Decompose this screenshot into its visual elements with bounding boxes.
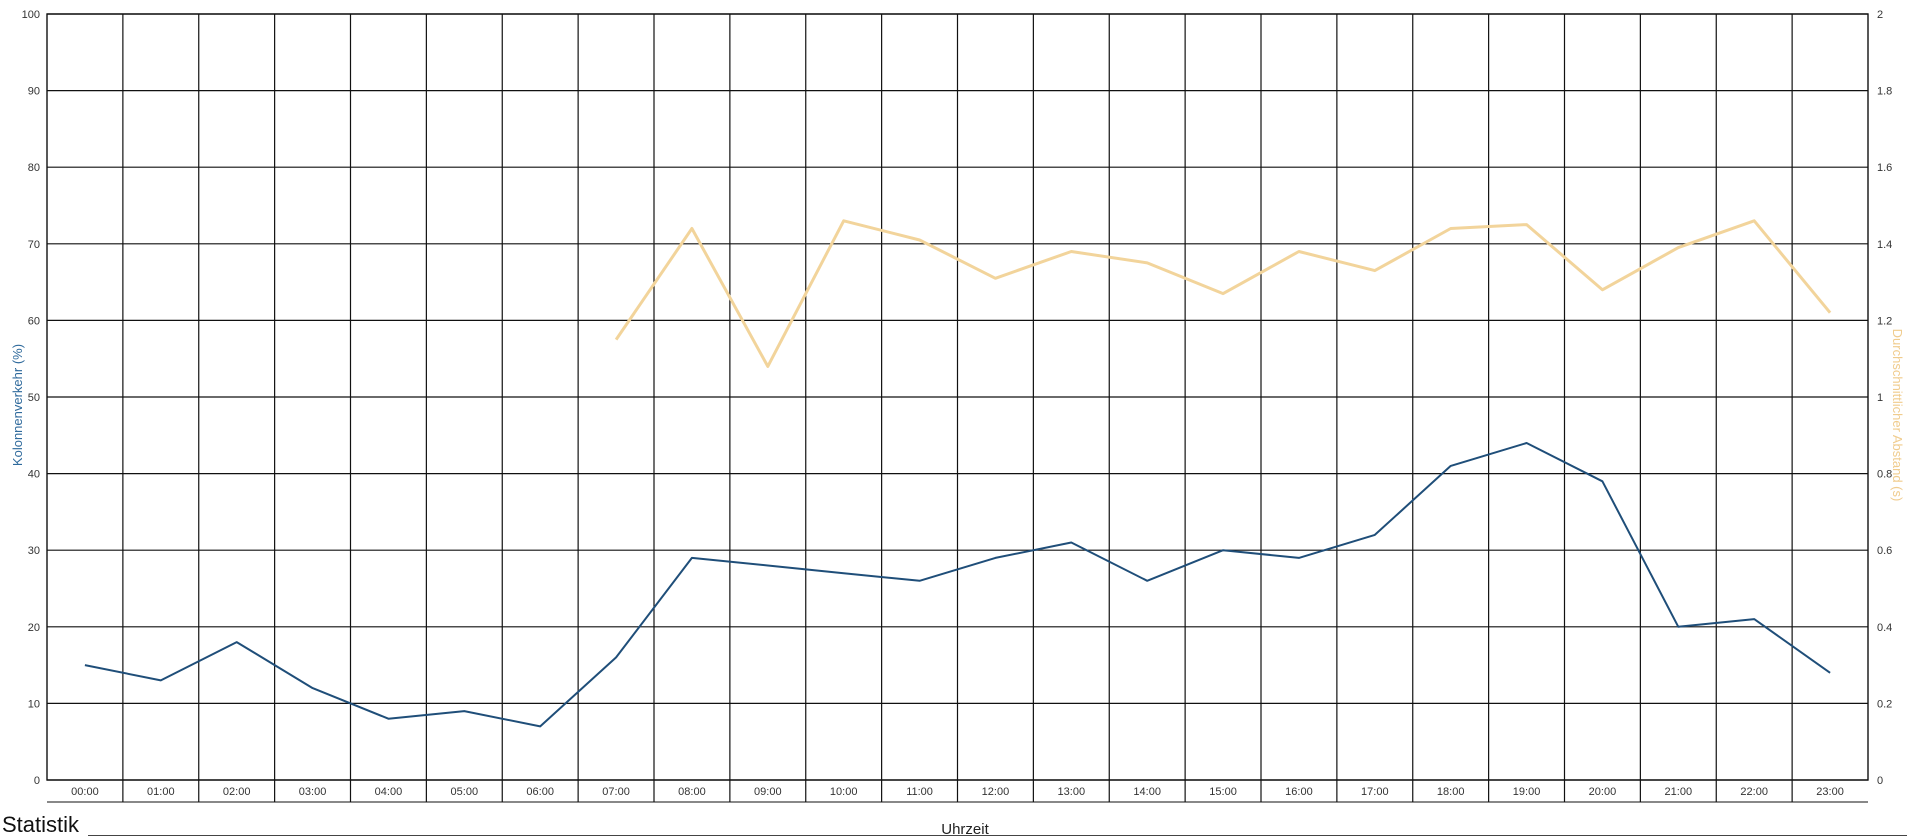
y2-axis-label: Durchschnittlicher Abstand (s) bbox=[1890, 329, 1905, 502]
x-tick-label: 19:00 bbox=[1513, 786, 1541, 798]
x-tick-label: 06:00 bbox=[526, 786, 554, 798]
y2-tick-label: 1.6 bbox=[1877, 162, 1892, 174]
x-tick-label: 21:00 bbox=[1665, 786, 1693, 798]
x-tick-label: 07:00 bbox=[602, 786, 630, 798]
y2-tick-label: 0.2 bbox=[1877, 698, 1892, 710]
x-tick-label: 16:00 bbox=[1285, 786, 1313, 798]
y2-tick-label: 1.4 bbox=[1877, 239, 1892, 251]
series-line-2 bbox=[614, 219, 1832, 368]
series-line-1 bbox=[84, 442, 1831, 728]
x-axis: 00:00 01:00 02:00 03:00 04:00 05:00 06:00 07:00… bbox=[71, 786, 1844, 798]
x-tick-label: 14:00 bbox=[1133, 786, 1161, 798]
x-tick-label: 05:00 bbox=[451, 786, 479, 798]
grid bbox=[46, 13, 1869, 803]
y-axis-left: 0 10 20 30 40 50 60 70 80 90 100 bbox=[22, 9, 40, 787]
y2-tick-label: 1.2 bbox=[1877, 315, 1892, 327]
y-tick-label: 10 bbox=[28, 698, 40, 710]
y-tick-label: 60 bbox=[28, 315, 40, 327]
x-tick-label: 23:00 bbox=[1816, 786, 1844, 798]
x-tick-label: 22:00 bbox=[1740, 786, 1768, 798]
x-tick-label: 12:00 bbox=[982, 786, 1010, 798]
y-tick-label: 100 bbox=[22, 9, 40, 21]
x-tick-label: 13:00 bbox=[1058, 786, 1086, 798]
y-tick-label: 70 bbox=[28, 239, 40, 251]
series-layer bbox=[84, 219, 1832, 728]
x-tick-label: 17:00 bbox=[1361, 786, 1389, 798]
y-axis-label: Kolonnenverkehr (%) bbox=[10, 344, 25, 466]
x-tick-label: 02:00 bbox=[223, 786, 251, 798]
y-tick-label: 30 bbox=[28, 545, 40, 557]
x-axis-label: Uhrzeit bbox=[941, 821, 989, 838]
x-tick-label: 18:00 bbox=[1437, 786, 1465, 798]
x-tick-label: 09:00 bbox=[754, 786, 782, 798]
y2-tick-label: 0.4 bbox=[1877, 622, 1892, 634]
y-tick-label: 50 bbox=[28, 392, 40, 404]
x-tick-label: 03:00 bbox=[299, 786, 327, 798]
x-tick-label: 00:00 bbox=[71, 786, 99, 798]
y2-tick-label: 2 bbox=[1877, 9, 1883, 21]
y-axis-right: 0 0.2 0.4 0.6 0.8 1 1.2 1.4 1.6 1.8 2 bbox=[1877, 9, 1892, 787]
y2-tick-label: 0.6 bbox=[1877, 545, 1892, 557]
x-tick-label: 04:00 bbox=[375, 786, 403, 798]
x-tick-label: 08:00 bbox=[678, 786, 706, 798]
x-tick-label: 15:00 bbox=[1209, 786, 1237, 798]
x-tick-label: 01:00 bbox=[147, 786, 175, 798]
y2-tick-label: 1 bbox=[1877, 392, 1883, 404]
footer-divider bbox=[88, 835, 1907, 836]
footer-title: Statistik bbox=[2, 812, 80, 837]
x-tick-label: 11:00 bbox=[906, 786, 933, 798]
y-tick-label: 40 bbox=[28, 469, 40, 481]
y-tick-label: 80 bbox=[28, 162, 40, 174]
y-tick-label: 0 bbox=[34, 775, 40, 787]
y2-tick-label: 1.8 bbox=[1877, 86, 1892, 98]
y-tick-label: 90 bbox=[28, 86, 40, 98]
x-tick-label: 20:00 bbox=[1589, 786, 1617, 798]
y-tick-label: 20 bbox=[28, 622, 40, 634]
y2-tick-label: 0 bbox=[1877, 775, 1883, 787]
x-tick-label: 10:00 bbox=[830, 786, 858, 798]
y2-tick-label: 0.8 bbox=[1877, 469, 1892, 481]
